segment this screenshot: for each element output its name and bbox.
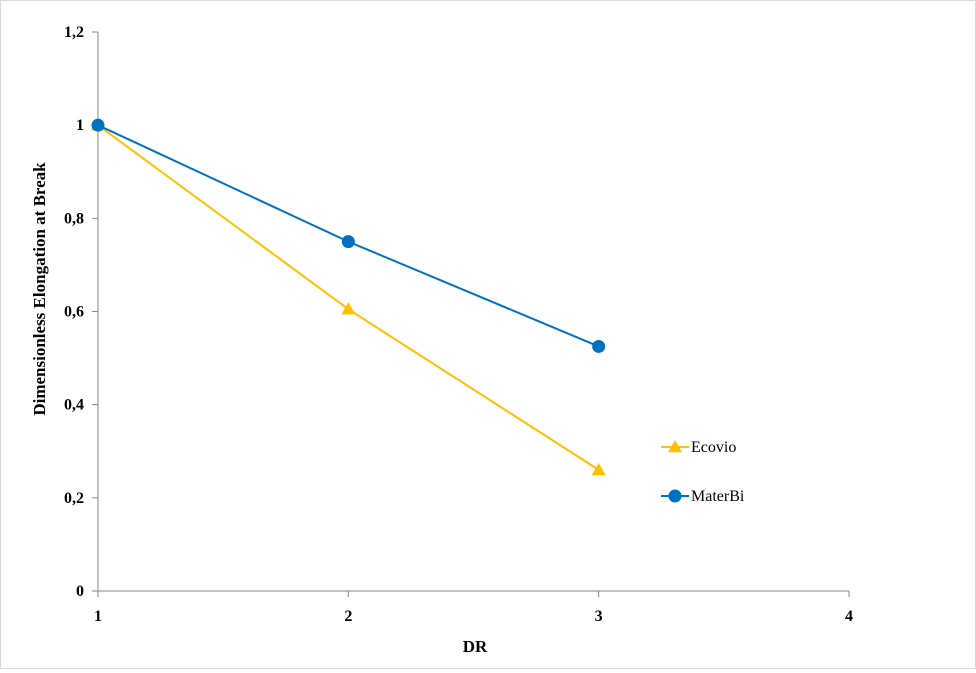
y-tick-label: 0,2	[64, 490, 84, 507]
x-tick-label: 4	[845, 608, 853, 625]
data-point-ecovio	[591, 462, 606, 476]
x-tick-label: 2	[344, 608, 352, 625]
y-tick-label: 1,2	[64, 24, 84, 41]
axes: 0 0,2 0,4 0,6 0,8 1 1,2 1 2 3 4	[64, 24, 853, 625]
legend-marker-materbi	[668, 489, 682, 503]
y-tick-label: 0	[76, 583, 84, 600]
series-ecovio	[91, 118, 606, 476]
legend-marker-ecovio	[668, 440, 682, 453]
legend-label-materbi: MaterBi	[691, 488, 745, 505]
legend: Ecovio MaterBi	[661, 439, 745, 505]
data-point-ecovio	[341, 302, 356, 315]
data-point-materbi	[592, 339, 606, 353]
y-tick-label: 0,8	[64, 210, 84, 227]
legend-item-ecovio: Ecovio	[661, 439, 736, 456]
series-materbi	[91, 118, 606, 353]
data-point-materbi	[341, 235, 355, 249]
legend-item-materbi: MaterBi	[661, 488, 745, 505]
series-line-ecovio	[97, 124, 600, 471]
y-tick-label: 1	[76, 117, 84, 134]
x-tick-label: 3	[595, 608, 603, 625]
x-axis-title: DR	[463, 637, 488, 656]
legend-label-ecovio: Ecovio	[691, 439, 736, 456]
series-layer	[91, 118, 606, 476]
data-point-materbi	[91, 118, 105, 132]
y-tick-label: 0,6	[64, 304, 84, 321]
y-axis-title: Dimensionless Elongation at Break	[30, 162, 49, 416]
y-tick-label: 0,4	[64, 397, 84, 414]
x-tick-label: 1	[94, 608, 102, 625]
